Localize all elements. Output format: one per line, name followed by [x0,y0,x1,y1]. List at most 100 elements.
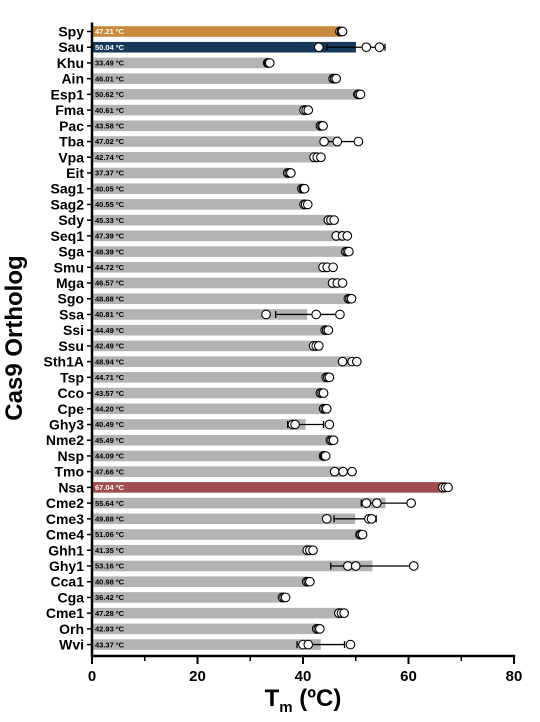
data-point-cme4-3 [357,529,368,540]
data-point-cpe-3 [321,403,332,414]
data-point-fma-3 [303,105,314,115]
bar-mga [92,277,338,289]
bar-cme4 [92,529,362,540]
x-axis-title-unit: (ºC) [293,685,342,712]
category-label-smu: Smu [54,259,84,275]
data-point-cco-3 [318,388,329,398]
x-axis-title: Tm (ºC) [265,685,342,716]
value-label-tmo: 47.66 ºC [95,467,125,476]
data-point-eit-3 [286,168,296,178]
bar-nme2 [92,434,332,446]
data-point-khu-3 [264,58,275,68]
category-label-ain: Ain [61,71,84,87]
bar-seq1 [92,230,342,242]
bar-sag2 [92,199,306,210]
data-point-nsa-3 [443,482,453,493]
data-point-cga-3 [280,592,291,603]
category-label-khu: Khu [57,55,84,71]
data-point-sau-3 [374,42,385,53]
bar-cco [92,387,322,399]
data-point-orh-3 [315,624,325,634]
data-point-ghy3-2 [290,419,300,430]
category-label-ghh1: Ghh1 [48,542,84,558]
category-label-ssu: Ssu [58,338,84,354]
bar-sgo [92,293,350,305]
value-label-ssi: 44.49 ºC [95,326,125,335]
value-label-ssu: 42.49 ºC [95,342,125,351]
bar-pac [92,120,322,132]
value-label-cpe: 44.20 ºC [95,404,125,413]
bar-ghh1 [92,544,311,556]
bar-smu [92,262,328,273]
data-point-ssa-3 [335,309,345,320]
data-point-spy-3 [337,26,348,37]
data-point-ghh1-3 [308,545,318,556]
bar-sau [92,41,356,53]
category-label-sdy: Sdy [58,212,84,228]
bar-wvi [92,639,321,650]
category-label-fma: Fma [55,102,84,118]
bar-fma [92,104,307,116]
category-label-wvi: Wvi [59,637,84,653]
data-point-cme2-1 [361,498,372,508]
data-point-ssi-3 [323,325,334,336]
bar-khu [92,57,269,69]
data-point-tba-1 [319,136,329,147]
data-point-ssu-3 [313,341,324,351]
data-point-mga-3 [337,278,348,288]
value-label-cme1: 47.28 ºC [95,609,125,618]
data-point-tmo-2 [338,466,348,477]
data-point-sag1-3 [299,183,310,194]
category-label-tba: Tba [59,134,84,150]
data-point-tsp-3 [324,372,335,383]
value-label-sgo: 48.88 ºC [95,294,125,303]
category-label-esp1: Esp1 [51,86,85,102]
bar-esp1 [92,89,360,100]
category-label-sth1a: Sth1A [44,354,84,370]
category-label-sgo: Sgo [58,291,84,307]
data-point-ghy1-1 [342,561,353,571]
category-label-ghy1: Ghy1 [49,558,84,574]
category-label-orh: Orh [59,621,84,637]
category-label-nsp: Nsp [58,448,84,464]
data-point-nsp-3 [320,451,331,461]
category-label-seq1: Seq1 [51,228,85,244]
category-label-cpe: Cpe [58,401,85,417]
data-point-smu-3 [328,262,338,273]
category-labels-group: SpySauKhuAinEsp1FmaPacTbaVpaEitSag1Sag2S… [44,24,92,653]
value-label-cca1: 40.98 ºC [95,577,125,586]
x-axis-title-subscript: m [279,699,292,716]
y-axis-title: Cas9 Ortholog [1,255,28,420]
bar-eit [92,167,290,179]
value-label-pac: 43.58 ºC [95,122,125,131]
data-point-sau-2 [361,42,372,53]
category-label-sga: Sga [58,244,84,260]
value-label-wvi: 43.37 ºC [95,640,125,649]
data-point-esp1-3 [355,89,366,100]
value-label-mga: 46.57 ºC [95,279,125,288]
data-point-vpa-3 [316,152,326,163]
data-point-ghy3-3 [324,419,335,430]
value-label-ain: 46.01 ºC [95,74,125,83]
value-label-sau: 50.04 ºC [95,43,125,52]
category-label-pac: Pac [59,118,84,134]
data-point-tmo-3 [347,466,357,477]
value-label-tsp: 44.71 ºC [95,373,125,382]
value-label-ghy1: 53.16 ºC [95,562,125,571]
value-label-nsa: 67.04 ºC [95,483,125,492]
x-tick-label-40: 40 [295,668,312,685]
category-label-cme1: Cme1 [46,605,84,621]
x-tick-label-20: 20 [189,668,206,685]
x-tick-label-60: 60 [400,668,417,685]
bar-vpa [92,151,318,163]
value-label-smu: 44.72 ºC [95,263,125,272]
value-label-nme2: 45.49 ºC [95,436,125,445]
value-label-sag2: 40.55 ºC [95,200,125,209]
bar-tsp [92,372,328,383]
bar-cga [92,592,285,603]
value-label-ghh1: 41.35 ºC [95,546,125,555]
bar-cpe [92,403,326,415]
bar-tmo [92,466,344,477]
